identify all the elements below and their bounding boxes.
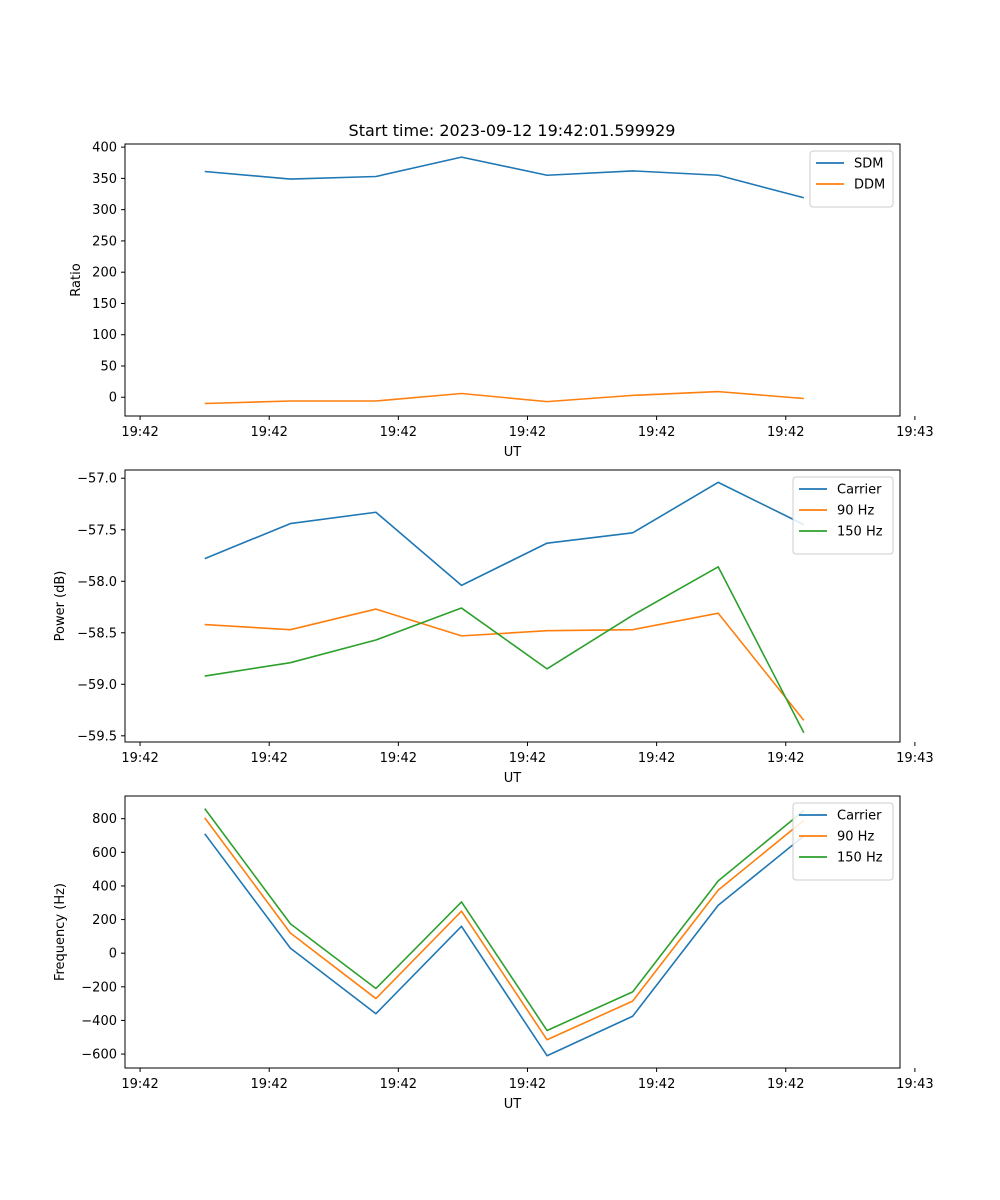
y-tick-label: −200: [81, 980, 117, 995]
series-line-90-hz: [204, 608, 805, 721]
x-tick-label: 19:42: [250, 425, 287, 440]
y-tick-label: 400: [92, 141, 117, 156]
x-tick-label: 19:42: [509, 1077, 546, 1092]
legend-box: [792, 802, 894, 881]
x-tick-label: 19:42: [638, 1077, 675, 1092]
x-tick-label: 19:42: [638, 425, 675, 440]
panel-2: 19:42 19:42 19:42 19:42 19:42 19:42 19:43 UT −59…: [53, 469, 934, 786]
legend-label-90-hz: 90 Hz: [837, 504, 874, 519]
x-tick-label: 19:42: [250, 751, 287, 766]
x-tick-label: 19:42: [121, 425, 158, 440]
legend-box: [809, 150, 894, 208]
x-tick-label: 19:43: [896, 1077, 933, 1092]
x-axis-label: UT: [504, 771, 522, 786]
y-tick-label: −59.0: [77, 678, 117, 693]
x-tick-label: 19:42: [121, 1077, 158, 1092]
panel-3: 19:42 19:42 19:42 19:42 19:42 19:42 19:43 UT −60…: [53, 795, 934, 1112]
y-tick-label: 300: [92, 203, 117, 218]
panel-1: 19:42 19:42 19:42 19:42 19:42 19:42 19:43 UT 0 50…: [69, 141, 934, 460]
y-tick-label: −57.5: [77, 523, 117, 538]
y-tick-label: −58.0: [77, 575, 117, 590]
y-axis-label: Ratio: [69, 263, 84, 296]
y-tick-label: 350: [92, 172, 117, 187]
x-tick-label: 19:42: [638, 751, 675, 766]
legend-label-sdm: SDM: [854, 157, 883, 172]
legend: Carrier 90 Hz 150 Hz: [792, 476, 894, 555]
series-group: [204, 156, 805, 405]
y-tick-label: −58.5: [77, 626, 117, 641]
x-tick-label: 19:43: [896, 425, 933, 440]
legend-label-ddm: DDM: [854, 178, 885, 193]
y-tick-label: −400: [81, 1014, 117, 1029]
axes-frame: [124, 143, 901, 417]
x-tick-label: 19:42: [380, 1077, 417, 1092]
y-axis-label: Power (dB): [53, 571, 68, 642]
y-tick-label: 200: [92, 266, 117, 281]
series-line-ddm: [204, 390, 804, 405]
series-line-sdm: [204, 156, 805, 199]
y-tick-label: 150: [92, 297, 117, 312]
series-group: [204, 808, 805, 1057]
legend-box: [792, 476, 894, 555]
y-tick-label: −57.0: [77, 472, 117, 487]
y-tick-label: −600: [81, 1048, 117, 1063]
x-tick-label: 19:42: [509, 751, 546, 766]
y-tick-label: 100: [92, 328, 117, 343]
x-tick-label: 19:43: [896, 751, 933, 766]
legend-label-150-hz: 150 Hz: [837, 851, 883, 866]
legend-label-carrier: Carrier: [837, 483, 882, 498]
series-line-carrier: [204, 833, 805, 1057]
x-tick-label: 19:42: [767, 425, 804, 440]
series-line-carrier: [204, 481, 805, 587]
series-line-150-hz: [204, 566, 805, 734]
legend: SDM DDM: [809, 150, 894, 208]
x-tick-label: 19:42: [509, 425, 546, 440]
x-axis-label: UT: [504, 1097, 522, 1112]
y-axis-label: Frequency (Hz): [53, 883, 68, 981]
legend-label-90-hz: 90 Hz: [837, 830, 874, 845]
x-tick-label: 19:42: [380, 751, 417, 766]
y-tick-label: 600: [92, 846, 117, 861]
legend: Carrier 90 Hz 150 Hz: [792, 802, 894, 881]
series-line-150-hz: [204, 808, 805, 1032]
legend-label-carrier: Carrier: [837, 809, 882, 824]
x-axis-label: UT: [504, 445, 522, 460]
y-tick-label: 200: [92, 913, 117, 928]
x-tick-label: 19:42: [767, 751, 804, 766]
y-tick-label: 0: [109, 391, 117, 406]
y-tick-label: 250: [92, 234, 117, 249]
y-tick-label: 800: [92, 812, 117, 827]
x-tick-label: 19:42: [121, 751, 158, 766]
y-tick-label: 400: [92, 879, 117, 894]
legend-label-150-hz: 150 Hz: [837, 525, 883, 540]
x-tick-label: 19:42: [250, 1077, 287, 1092]
y-tick-label: −59.5: [77, 729, 117, 744]
figure-title: Start time: 2023-09-12 19:42:01.599929: [349, 121, 676, 140]
axes-frame: [124, 795, 901, 1069]
axes-frame: [124, 469, 901, 743]
series-line-90-hz: [204, 817, 805, 1041]
y-tick-label: 50: [100, 359, 117, 374]
x-tick-label: 19:42: [380, 425, 417, 440]
x-tick-label: 19:42: [767, 1077, 804, 1092]
series-group: [204, 481, 805, 734]
panels: 19:42 19:42 19:42 19:42 19:42 19:42 19:43 UT 0 50…: [53, 141, 934, 1112]
y-tick-label: 0: [109, 947, 117, 962]
